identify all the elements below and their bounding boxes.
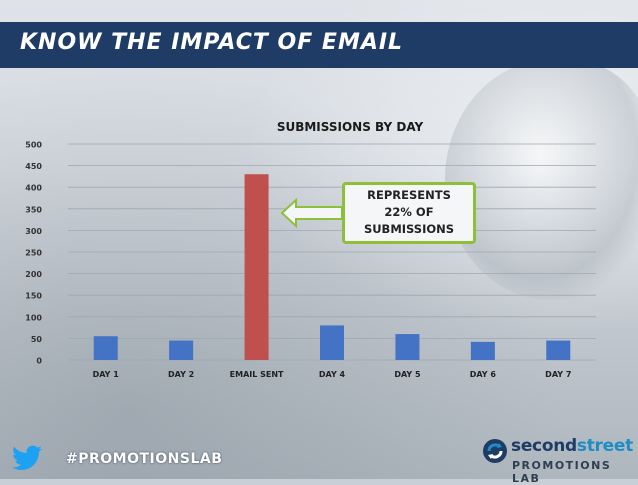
- secondstreet-logo: secondstreet PROMOTIONS LAB: [482, 436, 634, 485]
- logo-name-part1: second: [511, 436, 577, 456]
- callout-line-2: 22% of: [384, 205, 434, 219]
- logo-wordmark: secondstreet: [511, 436, 633, 456]
- callout-line-1: Represents: [367, 188, 451, 202]
- bar: [93, 336, 118, 360]
- x-tick-label: DAY 4: [319, 370, 346, 379]
- y-tick-label: 100: [25, 313, 42, 322]
- x-tick-label: DAY 7: [545, 370, 571, 379]
- callout-line-3: Submissions: [363, 222, 455, 236]
- twitter-bird-icon: [12, 445, 42, 470]
- y-tick-label: 350: [25, 205, 42, 214]
- y-tick-label: 250: [25, 249, 42, 258]
- callout-box: Represents 22% of Submissions: [342, 182, 476, 244]
- y-tick-label: 200: [25, 270, 42, 279]
- x-tick-label: DAY 2: [168, 370, 194, 379]
- x-tick-label: EMAIL SENT: [230, 370, 284, 379]
- chart-title: SUBMISSIONS BY DAY: [277, 120, 424, 134]
- header-bar: [0, 22, 638, 68]
- football-helmet-image: [445, 60, 638, 300]
- bar: [244, 174, 269, 360]
- hashtag-text: #PromotionsLab: [66, 451, 223, 467]
- logo-subtitle: PROMOTIONS LAB: [512, 459, 612, 485]
- y-tick-label: 500: [25, 141, 42, 150]
- callout-arrow: [280, 197, 343, 229]
- logo-name-part2: street: [576, 436, 633, 456]
- y-tick-label: 150: [25, 292, 42, 301]
- bar: [169, 340, 194, 360]
- bar: [546, 340, 571, 360]
- y-tick-label: 0: [36, 357, 42, 366]
- x-tick-label: DAY 6: [470, 370, 497, 379]
- bar: [470, 341, 495, 360]
- circular-arrows-icon: [483, 439, 507, 463]
- bar: [320, 325, 344, 360]
- y-tick-label: 300: [25, 227, 42, 236]
- bar: [395, 334, 420, 360]
- page-title: Know the Impact of Email: [20, 30, 404, 55]
- y-tick-label: 50: [31, 335, 43, 344]
- x-tick-label: DAY 5: [394, 370, 421, 379]
- x-tick-label: DAY 1: [93, 370, 120, 379]
- y-tick-label: 450: [25, 162, 42, 171]
- y-tick-label: 400: [25, 184, 42, 193]
